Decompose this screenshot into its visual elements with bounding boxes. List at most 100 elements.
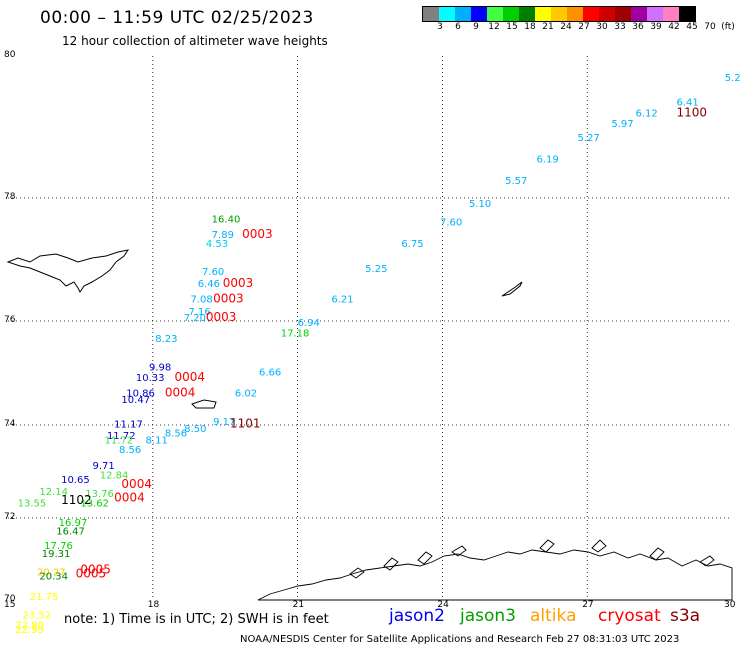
page-title: 00:00 – 11:59 UTC 02/25/2023 xyxy=(40,8,314,28)
wave-height-label: 0003 xyxy=(223,276,254,290)
color-scale-label: 21 xyxy=(542,22,554,32)
color-swatch xyxy=(455,7,471,21)
wave-height-label: 7.16 xyxy=(189,307,211,318)
wave-height-label: 21.75 xyxy=(30,592,59,603)
color-swatch xyxy=(519,7,535,21)
wave-height-label: 0004 xyxy=(121,477,152,491)
color-swatch xyxy=(503,7,519,21)
wave-height-label: 16.47 xyxy=(56,526,85,537)
wave-height-label: 6.12 xyxy=(635,108,657,119)
color-scale-label: 15 xyxy=(506,22,518,32)
wave-height-label: 12.14 xyxy=(39,487,68,498)
wave-height-label: 6.41 xyxy=(676,98,698,109)
color-scale-label: 6 xyxy=(455,22,461,32)
color-scale-label: 36 xyxy=(632,22,644,32)
color-scale-label: 45 xyxy=(686,22,698,32)
wave-height-label: 17.76 xyxy=(44,541,73,552)
grid-lines xyxy=(8,56,732,600)
color-scale-label: 9 xyxy=(473,22,479,32)
color-scale-label: 30 xyxy=(596,22,608,32)
satellite-s3a-label: s3a xyxy=(670,606,701,626)
wave-height-label: 10.47 xyxy=(121,395,150,406)
latitude-label: 78 xyxy=(4,192,16,202)
wave-height-label: 17.18 xyxy=(281,329,310,340)
wave-height-label: 13.55 xyxy=(18,498,47,509)
color-scale-label: 42 xyxy=(668,22,680,32)
color-swatch xyxy=(567,7,583,21)
wave-height-label: 8.56 xyxy=(165,429,187,440)
color-scale-label: 3 xyxy=(437,22,443,32)
wave-height-label: 5.57 xyxy=(505,176,527,187)
wave-height-label: 0004 xyxy=(165,385,196,399)
longitude-label: 18 xyxy=(147,600,160,610)
wave-height-label: 1100 xyxy=(676,105,707,119)
wave-height-label: 7.89 xyxy=(212,230,234,241)
wave-height-label: 9.71 xyxy=(92,461,114,472)
color-scale-label: 70 xyxy=(704,22,716,32)
wave-height-label: 6.19 xyxy=(537,155,559,166)
latitude-label: 76 xyxy=(4,315,16,325)
wave-height-label: 0003 xyxy=(242,227,273,241)
latitude-label: 74 xyxy=(4,419,16,429)
wave-height-label: 7.60 xyxy=(440,218,462,229)
wave-height-color-scale xyxy=(422,6,696,22)
coastline-bear-island xyxy=(191,399,217,409)
color-swatch xyxy=(423,7,439,21)
wave-height-label: 10.86 xyxy=(126,388,155,399)
wave-height-label: 10.65 xyxy=(61,475,90,486)
wave-height-label: 19.31 xyxy=(42,549,71,560)
longitude-label: 27 xyxy=(582,600,594,610)
wave-height-label: 6.02 xyxy=(235,388,257,399)
color-swatch xyxy=(615,7,631,21)
wave-height-label: 20.34 xyxy=(39,572,68,583)
wave-height-label: 6.94 xyxy=(298,318,320,329)
latitude-label: 80 xyxy=(4,50,16,60)
color-swatch xyxy=(631,7,647,21)
color-scale-label: (ft) xyxy=(721,22,735,32)
color-swatch xyxy=(647,7,663,21)
color-swatch xyxy=(471,7,487,21)
color-swatch xyxy=(535,7,551,21)
wave-height-label: 11.17 xyxy=(114,419,143,430)
wave-height-label: 1101 xyxy=(230,416,261,430)
satellite-altika-label: altika xyxy=(530,606,577,626)
wave-height-label: 6.66 xyxy=(259,368,281,379)
satellite-cryosat-label: cryosat xyxy=(598,606,661,626)
latitude-label: 70 xyxy=(4,594,16,604)
wave-height-label: 6.21 xyxy=(331,295,353,306)
longitude-label: 21 xyxy=(292,600,305,610)
wave-height-label: 7.08 xyxy=(190,295,212,306)
color-swatch xyxy=(599,7,615,21)
wave-height-label: 16.40 xyxy=(212,215,241,226)
wave-height-label: 9.98 xyxy=(149,362,171,373)
wave-height-label: 0005 xyxy=(76,566,107,580)
wave-height-label: 20.27 xyxy=(37,567,66,578)
color-swatch xyxy=(487,7,503,21)
coastline-svalbard xyxy=(6,249,130,293)
color-swatch xyxy=(663,7,679,21)
wave-height-label: 5.28 xyxy=(725,73,740,84)
wave-height-label: 13.76 xyxy=(85,489,114,500)
wave-height-label: 22.99 xyxy=(15,625,44,636)
map-frame xyxy=(7,55,733,602)
color-swatch xyxy=(551,7,567,21)
wave-height-label: 7.60 xyxy=(202,267,224,278)
wave-height-label: 0005 xyxy=(80,562,111,576)
wave-height-label: 4.53 xyxy=(206,239,228,250)
color-scale-labels: 3 6 9 12 15 18 21 24 27 30 33 36 39 42 45 70 (ft) xyxy=(422,22,740,34)
wave-height-label: 0004 xyxy=(175,370,206,384)
wave-height-label: 8.56 xyxy=(119,445,141,456)
wave-height-label: 0004 xyxy=(114,491,145,505)
satellite-jason3-label: jason3 xyxy=(460,606,516,626)
footer-credit: NOAA/NESDIS Center for Satellite Applica… xyxy=(240,634,680,645)
wave-height-label: 8.11 xyxy=(146,436,168,447)
longitude-label: 15 xyxy=(4,600,16,610)
wave-height-label: 5.25 xyxy=(365,264,387,275)
wave-height-label: 0003 xyxy=(213,292,244,306)
wave-height-label: 23.52 xyxy=(22,610,51,621)
color-scale-label: 18 xyxy=(524,22,536,32)
wave-height-label: 6.46 xyxy=(198,279,220,290)
wave-height-label: 9.17 xyxy=(213,417,235,428)
